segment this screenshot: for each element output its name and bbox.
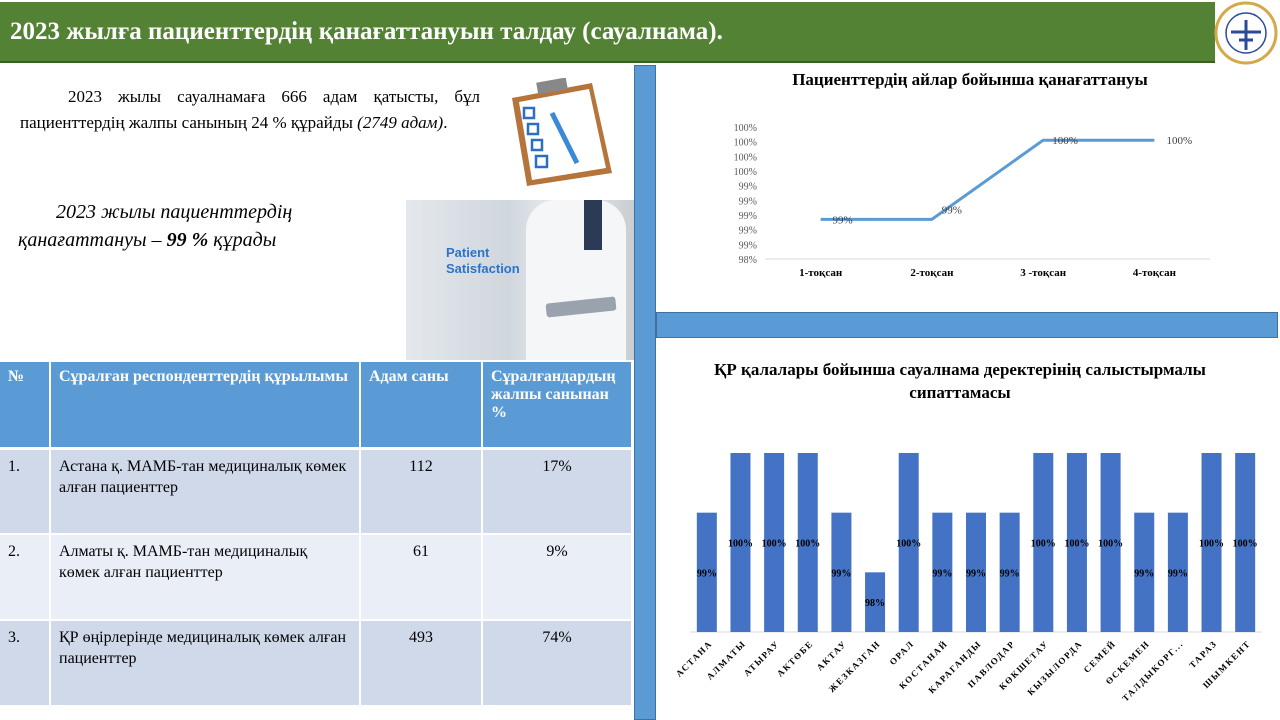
y-tick-label: 99%	[739, 196, 757, 207]
intro-paragraph: 2023 жылы сауалнамаға 666 адам қатысты, …	[20, 84, 480, 136]
cell-percent: 9%	[482, 534, 633, 621]
table-row: 3. ҚР өңірлерінде медициналық көмек алған…	[0, 620, 633, 707]
table-row: 2. Алматы қ. МАМБ-тан медициналық көмек а…	[0, 534, 633, 621]
x-tick-label: 3 -тоқсан	[1020, 267, 1067, 279]
photo-label: Patient Satisfaction	[446, 245, 520, 277]
cell-percent: 17%	[482, 448, 633, 535]
data-label: 100%	[1052, 135, 1078, 147]
cell-number: 2.	[0, 534, 51, 621]
table-row: 1. Астана қ. МАМБ-тан медициналық көмек а…	[0, 448, 633, 535]
cell-number: 1.	[0, 448, 51, 535]
intro-text: 2023 жылы сауалнамаға 666 адам қатысты, …	[20, 87, 480, 132]
data-label: 99%	[942, 204, 962, 216]
emergency-medical-care-logo	[1214, 1, 1278, 65]
y-tick-label: 98%	[739, 255, 757, 266]
y-tick-label: 100%	[734, 152, 757, 163]
y-tick-label: 100%	[734, 138, 757, 149]
cell-structure: ҚР өңірлерінде медициналық көмек алған п…	[50, 620, 361, 707]
photo-label-line2: Satisfaction	[446, 261, 520, 276]
y-tick-label: 100%	[734, 167, 757, 178]
data-label: 99%	[833, 214, 853, 226]
satisfaction-suffix: құрады	[208, 229, 277, 251]
doctor-coat	[526, 200, 626, 360]
y-tick-label: 100%	[734, 123, 757, 134]
doctor-tie	[584, 200, 602, 250]
table-header-row: № Сұралған респонденттердің құрылымы Ада…	[0, 362, 633, 450]
y-tick-label: 99%	[739, 226, 757, 237]
cell-number: 3.	[0, 620, 51, 707]
patient-satisfaction-photo: Patient Satisfaction	[406, 200, 634, 360]
cell-count: 61	[360, 534, 483, 621]
series-line	[820, 138, 1155, 221]
data-label: 100%	[1167, 135, 1193, 147]
intro-end: .	[443, 113, 448, 132]
x-tick-label: 2-тоқсан	[910, 267, 954, 279]
header-count: Адам саны	[360, 362, 483, 450]
header-number: №	[0, 362, 51, 450]
cell-percent: 74%	[482, 620, 633, 707]
satisfaction-value: 99 %	[166, 229, 209, 251]
satisfaction-prefix: 2023 жылы пациенттердің қанағаттануы –	[18, 201, 293, 251]
intro-total: (2749 адам)	[357, 113, 444, 132]
cell-structure: Астана қ. МАМБ-тан медициналық көмек алғ…	[50, 448, 361, 535]
page-title: 2023 жылға пациенттердің қанағаттануын т…	[10, 18, 723, 45]
x-tick-label: 1-тоқсан	[799, 267, 843, 279]
line-chart-title: Пациенттердің айлар бойынша қанағаттануы	[792, 70, 1148, 89]
y-tick-label: 99%	[739, 240, 757, 251]
y-tick-label: 99%	[739, 182, 757, 193]
bar-chart-title: ҚР қалалары бойынша сауалнама деректерін…	[714, 360, 1206, 402]
cell-structure: Алматы қ. МАМБ-тан медициналық көмек алғ…	[50, 534, 361, 621]
header-percent: Сұралғандардың жалпы санынан %	[482, 362, 633, 450]
photo-label-line1: Patient	[446, 245, 490, 260]
satisfaction-summary: 2023 жылы пациенттердің қанағаттануы – 9…	[18, 198, 378, 254]
horizontal-divider	[656, 312, 1278, 338]
cell-count: 112	[360, 448, 483, 535]
respondents-table: № Сұралған респонденттердің құрылымы Ада…	[0, 362, 633, 707]
y-tick-label: 99%	[739, 211, 757, 222]
header-structure: Сұралған респонденттердің құрылымы	[50, 362, 361, 450]
clipboard-checklist-icon	[512, 78, 612, 186]
cell-count: 493	[360, 620, 483, 707]
title-bar: 2023 жылға пациенттердің қанағаттануын т…	[0, 2, 1215, 63]
x-tick-label: 4-тоқсан	[1133, 267, 1177, 279]
